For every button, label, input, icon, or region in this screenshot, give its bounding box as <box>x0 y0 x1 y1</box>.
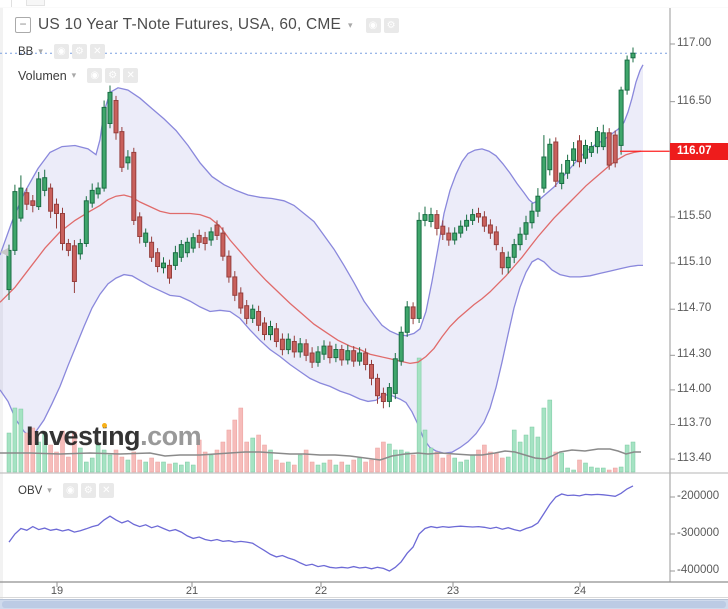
price-axis-label: 117.00 <box>677 37 712 49</box>
indicator-label-bb: BB <box>18 45 34 58</box>
bb-upper-line <box>0 64 644 337</box>
gear-icon[interactable]: ⚙ <box>71 44 87 59</box>
obv-line <box>8 485 634 572</box>
time-axis-label: 24 <box>573 585 587 597</box>
horizontal-scrollbar[interactable] <box>0 599 728 609</box>
gear-icon[interactable]: ⚙ <box>383 17 399 33</box>
price-axis-label: 115.50 <box>677 209 712 222</box>
price-axis-label: 113.40 <box>677 452 712 465</box>
scrollbar-thumb[interactable] <box>2 601 726 608</box>
investing-watermark: Investing.com <box>26 421 202 451</box>
indicator-row-bb: BB ▾ ◉ ⚙ ✕ <box>18 44 105 59</box>
obv-axis-label: -300000 <box>677 527 720 539</box>
eye-icon[interactable]: ◉ <box>87 68 103 83</box>
time-axis-label: 21 <box>185 585 199 597</box>
close-icon[interactable]: ✕ <box>89 44 105 59</box>
chevron-down-icon[interactable]: ▾ <box>38 46 43 56</box>
price-axis-label: 114.00 <box>677 382 712 395</box>
time-axis-label: 19 <box>50 585 64 597</box>
obv-axis-label: -200000 <box>677 490 720 502</box>
chart-header: − US 10 Year T-Note Futures, USA, 60, CM… <box>15 16 399 34</box>
volume-ma-line <box>0 448 641 461</box>
close-icon[interactable]: ✕ <box>123 68 139 83</box>
eye-icon[interactable]: ◉ <box>365 17 381 33</box>
price-axis-label: 114.70 <box>677 302 712 315</box>
indicator-label-volume: Volumen <box>18 68 67 83</box>
toolbar-divider <box>11 0 12 7</box>
bb-lower-line <box>0 257 643 454</box>
price-axis-label: 113.70 <box>677 417 712 430</box>
candlesticks <box>6 47 636 409</box>
chevron-down-icon[interactable]: ▾ <box>47 485 52 495</box>
gear-icon[interactable]: ⚙ <box>80 483 96 498</box>
indicator-row-obv: OBV ▾ ◉ ⚙ ✕ <box>18 483 114 498</box>
chart-title: US 10 Year T-Note Futures, USA, 60, CME <box>38 16 342 33</box>
watermark-com-suffix: .com <box>140 421 202 451</box>
bb-band-fill <box>0 64 643 454</box>
volume-bars <box>6 357 636 473</box>
indicator-label-obv: OBV <box>18 484 43 497</box>
obv-axis-label: -400000 <box>677 564 720 576</box>
time-axis-label: 22 <box>314 585 328 597</box>
price-axis-label: 115.10 <box>677 256 712 269</box>
toolbar-clipped-strip <box>0 0 728 8</box>
last-price-badge: 116.07 <box>670 142 728 160</box>
price-axis-label: 116.50 <box>677 94 712 107</box>
indicator-row-volume: Volumen ▾ ◉ ⚙ ✕ <box>18 68 139 83</box>
eye-icon[interactable]: ◉ <box>53 44 69 59</box>
time-axis-label: 23 <box>446 585 460 597</box>
gear-icon[interactable]: ⚙ <box>105 68 121 83</box>
eye-icon[interactable]: ◉ <box>62 483 78 498</box>
collapse-icon[interactable]: − <box>15 17 31 33</box>
load-more-arrow-icon[interactable]: ◀ <box>0 246 9 258</box>
close-icon[interactable]: ✕ <box>98 483 114 498</box>
chevron-down-icon[interactable]: ▾ <box>71 70 77 80</box>
toolbar-button-fragment <box>26 0 45 6</box>
price-axis-label: 114.30 <box>677 348 712 361</box>
chevron-down-icon[interactable]: ▾ <box>348 19 353 30</box>
